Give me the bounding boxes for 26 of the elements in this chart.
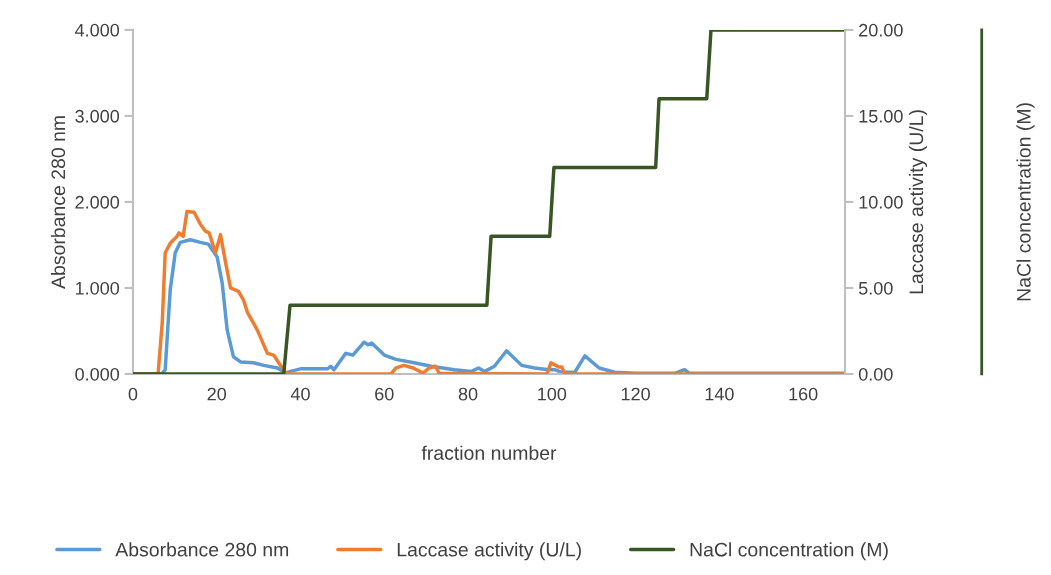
x-tick-label: 160	[789, 387, 818, 401]
x-tick-label: 0	[128, 387, 138, 401]
y2-tick-label: 0.00	[858, 367, 893, 381]
y-tick-label: 0.000	[75, 367, 120, 381]
x-tick-label: 120	[621, 387, 650, 401]
y2-tick-label: 10.00	[859, 195, 903, 209]
legend-label: Laccase activity (U/L)	[397, 542, 581, 561]
y2-tick-label: 5.00	[858, 281, 893, 295]
x-tick-label: 40	[290, 387, 310, 401]
y3-axis-title: NaCl concentration (M)	[1016, 103, 1035, 301]
x-tick-label: 100	[538, 387, 567, 401]
y-axis-title: Absorbance 280 nm	[50, 116, 66, 289]
y-tick-label: 1.000	[75, 281, 120, 295]
x-tick-label: 80	[458, 387, 478, 401]
y2-axis-title: Laccase activity (U/L)	[908, 110, 928, 294]
legend-label: Absorbance 280 nm	[115, 542, 289, 557]
y-tick-label: 3.000	[75, 109, 120, 123]
x-tick-label: 140	[705, 387, 734, 401]
legend-label: NaCl concentration (M)	[690, 542, 888, 561]
y-tick-label: 2.000	[75, 195, 120, 209]
x-axis-title: fraction number	[421, 445, 557, 460]
y2-tick-label: 20.00	[859, 23, 903, 37]
x-tick-label: 20	[207, 387, 227, 401]
x-tick-label: 60	[375, 387, 394, 401]
y2-tick-label: 15.00	[859, 109, 903, 123]
y-tick-label: 4.000	[74, 23, 120, 37]
